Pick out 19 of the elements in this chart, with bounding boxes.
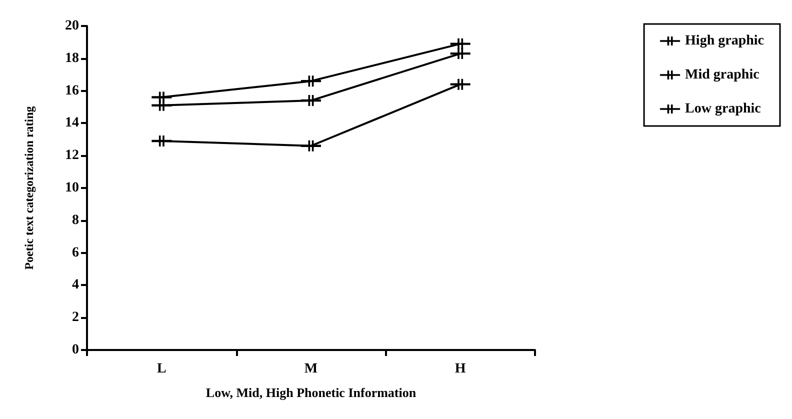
y-tick-label: 6 [72, 245, 79, 260]
x-tick-label: L [156, 362, 166, 376]
y-tick-label: 0 [72, 342, 79, 358]
legend-label: High graphic [685, 34, 764, 48]
y-tick-label: 12 [65, 148, 79, 164]
y-tick-label: 2 [72, 310, 79, 326]
y-tick-label: 4 [72, 278, 79, 293]
x-tick-label: M [304, 362, 318, 376]
y-axis-title: Poetic text categorization rating [22, 106, 36, 270]
x-axis-title: Low, Mid, High Phonetic Information [206, 385, 417, 400]
y-tick-label: 20 [65, 18, 79, 34]
x-tick-label: H [454, 362, 466, 376]
y-tick-label: 8 [72, 212, 79, 228]
legend-label: Low graphic [685, 102, 761, 116]
legend-label: Mid graphic [685, 68, 760, 82]
y-tick-label: 18 [65, 50, 79, 66]
y-tick-label: 10 [65, 180, 79, 196]
y-tick-label: 14 [65, 116, 79, 131]
y-tick-label: 16 [65, 83, 79, 98]
